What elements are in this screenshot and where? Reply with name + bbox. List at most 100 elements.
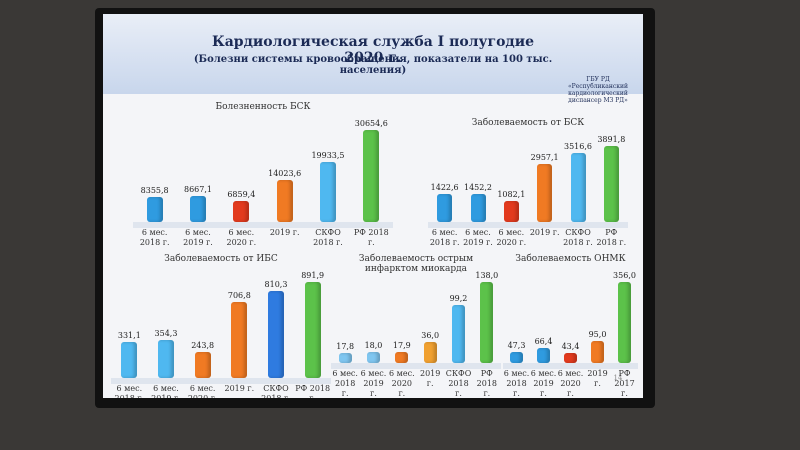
bar	[190, 195, 206, 222]
bar	[510, 352, 523, 363]
x-tick-label: СКФО 2018 г.	[261, 384, 291, 398]
value-label: 138,0	[475, 271, 499, 280]
value-label: 356,0	[613, 271, 636, 280]
x-tick-label: 2019 г.	[224, 384, 255, 393]
bar	[276, 179, 293, 222]
value-label: 706,8	[227, 290, 251, 300]
value-label: 14023,6	[268, 168, 302, 178]
chart: Заболеваемость острым инфарктом миокарда…	[331, 254, 501, 398]
x-tick-label: СКФО 2018 г.	[445, 369, 472, 398]
chart: Заболеваемость от ИБС 331,1 6 мес. 2018 г.…	[111, 254, 331, 398]
bar	[363, 130, 380, 222]
x-tick-label: 6 мес. 2020 г.	[496, 228, 527, 247]
value-label: 1452,2	[463, 182, 492, 192]
baseline	[503, 363, 638, 369]
chart: Заболеваемость ОНМК 47,3 6 мес. 2018 г. 66,…	[503, 254, 638, 398]
x-tick-label: 6 мес. 2018 г.	[139, 228, 170, 247]
bar	[146, 196, 163, 222]
x-tick-label: 2019 г.	[419, 369, 441, 388]
x-tick-label: 6 мес. 2019 г.	[530, 369, 557, 398]
chart-title: Заболеваемость острым инфарктом миокарда	[358, 254, 474, 274]
bar	[304, 282, 321, 378]
chart-title: Заболеваемость от БСК	[471, 118, 585, 128]
bar	[618, 282, 631, 363]
value-label: 891,9	[301, 271, 325, 280]
baseline	[133, 222, 393, 228]
x-tick-label: 2019 г.	[269, 228, 300, 237]
chart: Болезненность БСК 8355,8 6 мес. 2018 г. 866…	[133, 102, 393, 248]
bar	[367, 352, 380, 363]
chart: Заболеваемость от БСК 1422,6 6 мес. 2018 г…	[428, 118, 628, 248]
value-label: 43,4	[561, 342, 580, 352]
x-tick-label: 2019 г.	[587, 369, 608, 388]
bar	[564, 353, 577, 363]
x-tick-label: СКФО 2018 г.	[563, 228, 593, 247]
chart-title: Болезненность БСК	[215, 102, 311, 112]
bar	[591, 341, 604, 363]
title: Кардиологическая служба I полугодие 2020…	[211, 34, 535, 66]
value-label: 17,8	[336, 341, 355, 351]
value-label: 36,0	[421, 330, 440, 340]
subtitle: (Болезни системы кровообращения, показат…	[193, 54, 553, 76]
bar	[231, 301, 248, 378]
value-label: 1422,6	[430, 183, 459, 193]
value-label: 2957,1	[530, 153, 559, 163]
bar	[158, 339, 174, 378]
baseline	[428, 222, 628, 228]
value-label: 810,3	[264, 279, 288, 289]
x-tick-label: 6 мес. 2019 г.	[463, 228, 493, 247]
x-tick-label: 6 мес. 2018 г.	[332, 369, 358, 398]
value-label: 1082,1	[497, 189, 526, 199]
x-tick-label: 2019 г.	[529, 228, 560, 237]
chart-title: Заболеваемость от ИБС	[164, 254, 278, 264]
x-tick-label: 6 мес. 2019 г.	[151, 384, 181, 398]
bar	[194, 351, 211, 378]
x-tick-label: РФ 2018 г.	[295, 384, 331, 398]
value-label: 6859,4	[227, 190, 256, 200]
bar	[570, 153, 586, 222]
value-label: 3891,8	[597, 135, 626, 144]
value-label: 17,9	[392, 341, 411, 351]
page-number: 14	[613, 374, 623, 382]
value-label: 243,8	[191, 340, 215, 350]
bar	[537, 164, 553, 222]
x-tick-label: 6 мес. 2020 г.	[557, 369, 584, 398]
x-tick-label: 6 мес. 2019 г.	[360, 369, 387, 398]
bar	[338, 352, 352, 363]
x-tick-label: 6 мес. 2018 г.	[115, 384, 145, 398]
org: ГБУ РД «Республиканский кардиологический…	[567, 76, 628, 104]
value-label: 354,3	[154, 328, 178, 338]
value-label: 30654,6	[354, 119, 388, 128]
x-tick-label: 6 мес. 2020 г.	[389, 369, 415, 398]
value-label: 19933,5	[311, 151, 345, 161]
baseline	[331, 363, 501, 369]
baseline	[111, 378, 331, 384]
bar	[423, 341, 437, 363]
slide: Кардиологическая служба I полугодие 2020…	[103, 14, 643, 398]
bar	[395, 352, 409, 363]
value-label: 3516,6	[563, 142, 592, 152]
bar	[603, 146, 619, 222]
value-label: 331,1	[117, 331, 141, 341]
x-tick-label: СКФО 2018 г.	[313, 228, 343, 247]
header-band	[103, 14, 643, 94]
x-tick-label: 6 мес. 2018 г.	[429, 228, 460, 247]
bar	[480, 282, 494, 363]
x-tick-label: РФ 2018 г.	[476, 369, 497, 398]
x-tick-label: РФ 2017 г.	[614, 369, 635, 398]
value-label: 95,0	[588, 330, 607, 340]
x-tick-label: РФ 2018 г.	[353, 228, 389, 247]
bar	[268, 290, 284, 378]
bar	[470, 193, 486, 222]
value-label: 66,4	[534, 336, 553, 346]
x-tick-label: 6 мес. 2020 г.	[226, 228, 257, 247]
bar	[437, 194, 453, 222]
chart-title: Заболеваемость ОНМК	[515, 254, 626, 264]
x-tick-label: РФ 2018 г.	[596, 228, 627, 247]
value-label: 8355,8	[140, 185, 169, 195]
x-tick-label: 6 мес. 2018 г.	[503, 369, 530, 398]
value-label: 8667,1	[183, 184, 212, 194]
value-label: 18,0	[364, 341, 383, 351]
bar	[503, 200, 519, 222]
